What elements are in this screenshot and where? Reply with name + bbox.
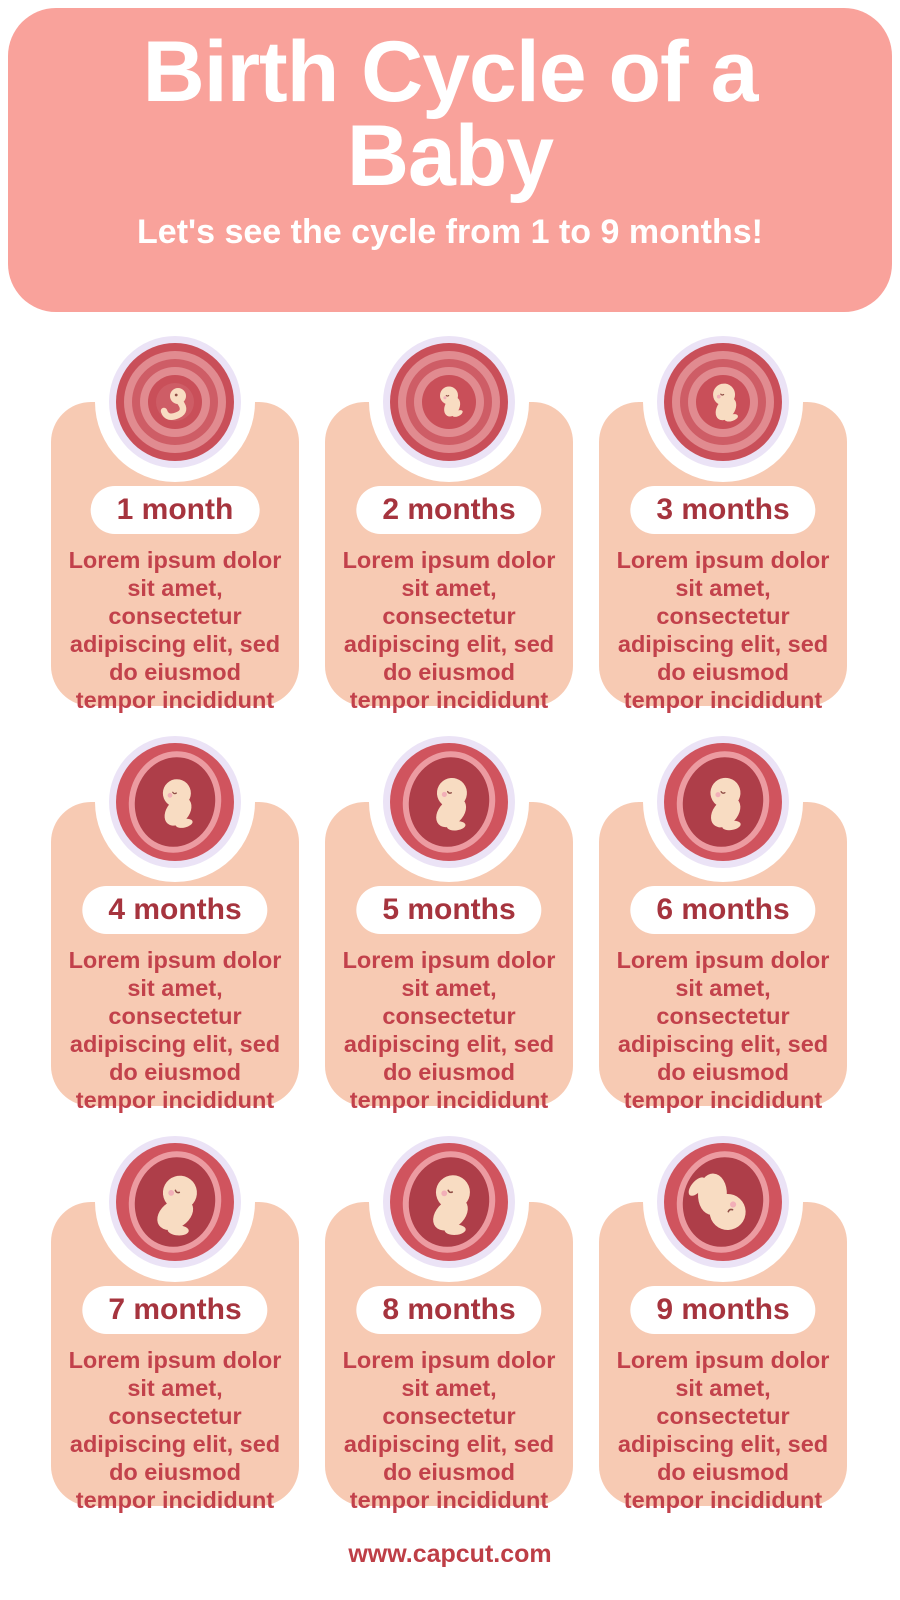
page-subtitle: Let's see the cycle from 1 to 9 months! [137,212,763,251]
card-body-text: Lorem ipsum dolor sit amet, consectetur … [342,1347,556,1513]
month-pill-label: 1 month [116,493,234,526]
month-pill: 4 months [82,886,268,934]
month-pill: 7 months [82,1286,268,1334]
month-pill-label: 9 months [656,1293,790,1326]
month-pill-label: 2 months [382,493,516,526]
card-body-text: Lorem ipsum dolor sit amet, consectetur … [616,1347,830,1513]
month-pill-label: 8 months [382,1293,516,1326]
card-body-text: Lorem ipsum dolor sit amet, consectetur … [68,547,282,713]
card-body-text: Lorem ipsum dolor sit amet, consectetur … [342,547,556,713]
card-body-text: Lorem ipsum dolor sit amet, consectetur … [342,947,556,1113]
month-card-7: 7 months Lorem ipsum dolor sit amet, con… [51,1122,299,1513]
month-pill-label: 3 months [656,493,790,526]
fetus-month-2-illustration [369,322,529,482]
month-pill: 8 months [356,1286,542,1334]
month-card-6: 6 months Lorem ipsum dolor sit amet, con… [599,722,847,1113]
month-pill: 5 months [356,886,542,934]
fetus-month-7-illustration [95,1122,255,1282]
card-body-text: Lorem ipsum dolor sit amet, consectetur … [616,947,830,1113]
month-pill: 2 months [356,486,542,534]
fetus-month-1-illustration [95,322,255,482]
month-card-2: 2 months Lorem ipsum dolor sit amet, con… [325,322,573,713]
month-card-3: 3 months Lorem ipsum dolor sit amet, con… [599,322,847,713]
month-card-8: 8 months Lorem ipsum dolor sit amet, con… [325,1122,573,1513]
website-url: www.capcut.com [348,1540,552,1568]
card-body-text: Lorem ipsum dolor sit amet, consectetur … [68,1347,282,1513]
month-pill-label: 6 months [656,893,790,926]
page-title: Birth Cycle of a Baby [142,24,759,205]
footer: www.capcut.com [0,1540,900,1569]
fetus-month-8-illustration [369,1122,529,1282]
fetus-month-5-illustration [369,722,529,882]
fetus-month-9-illustration [643,1122,803,1282]
header: Birth Cycle of a Baby Let's see the cycl… [8,8,892,312]
month-card-4: 4 months Lorem ipsum dolor sit amet, con… [51,722,299,1113]
fetus-month-6-illustration [643,722,803,882]
month-pill: 1 month [90,486,260,534]
month-card-5: 5 months Lorem ipsum dolor sit amet, con… [325,722,573,1113]
fetus-month-4-illustration [95,722,255,882]
month-pill-label: 5 months [382,893,516,926]
month-card-1: 1 month Lorem ipsum dolor sit amet, cons… [51,322,299,713]
month-pill: 6 months [630,886,816,934]
card-body-text: Lorem ipsum dolor sit amet, consectetur … [616,547,830,713]
month-pill-label: 4 months [108,893,242,926]
month-pill: 3 months [630,486,816,534]
fetus-month-3-illustration [643,322,803,482]
card-body-text: Lorem ipsum dolor sit amet, consectetur … [68,947,282,1113]
month-pill-label: 7 months [108,1293,242,1326]
month-pill: 9 months [630,1286,816,1334]
month-card-9: 9 months Lorem ipsum dolor sit amet, con… [599,1122,847,1513]
